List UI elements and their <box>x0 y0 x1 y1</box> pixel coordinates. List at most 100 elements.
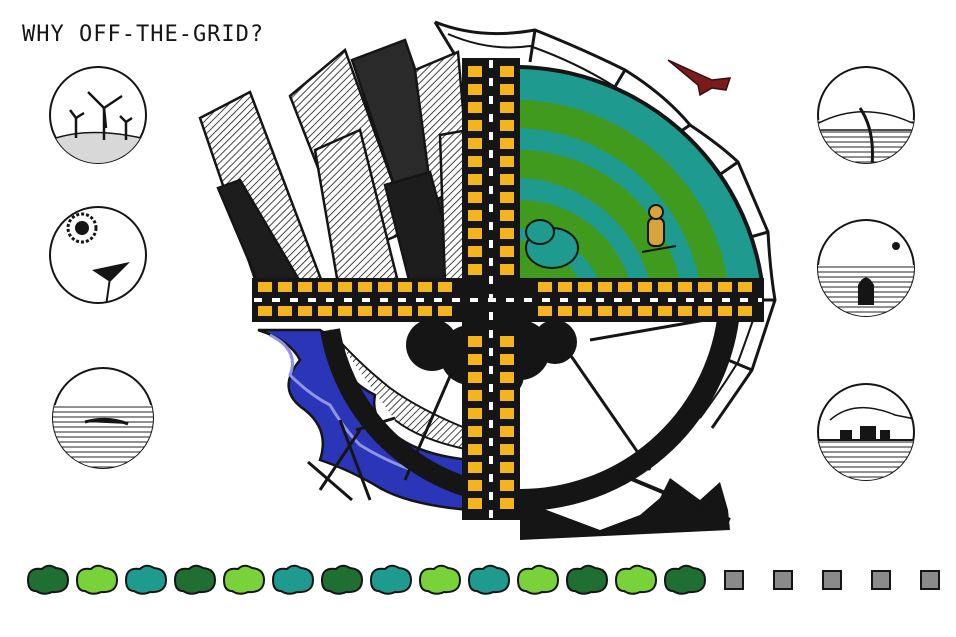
road-tile <box>258 282 272 292</box>
road-tile <box>658 282 672 292</box>
color-blob <box>467 564 511 595</box>
road-tile <box>468 480 482 491</box>
road-tile <box>500 138 514 149</box>
road-tile <box>468 336 482 347</box>
green-field-quadrant <box>519 67 762 283</box>
road-tile <box>558 306 572 316</box>
color-blob <box>271 564 315 595</box>
road-tile <box>398 306 412 316</box>
road-tile <box>358 282 372 292</box>
road-tile <box>468 192 482 203</box>
road-tile <box>500 390 514 401</box>
road-tile <box>468 462 482 473</box>
road-tile <box>468 138 482 149</box>
road-tile <box>468 84 482 95</box>
road-tile <box>278 282 292 292</box>
vignette-sea <box>52 367 154 469</box>
road-tile <box>500 120 514 131</box>
road-tile <box>278 306 292 316</box>
road-tile <box>298 306 312 316</box>
road-tile <box>738 306 752 316</box>
road-tile <box>500 336 514 347</box>
road-tile <box>398 282 412 292</box>
color-blob <box>173 564 217 595</box>
road-tile <box>718 306 732 316</box>
color-blob <box>614 564 658 595</box>
road-tile <box>468 264 482 275</box>
road-tile <box>468 102 482 113</box>
color-blob <box>565 564 609 595</box>
person-figure <box>641 204 677 253</box>
road-tile <box>468 174 482 185</box>
road-tile <box>500 408 514 419</box>
road-tile <box>578 306 592 316</box>
road-tile <box>358 306 372 316</box>
crossroads <box>252 58 764 520</box>
road-tile <box>500 444 514 455</box>
road-tile <box>468 156 482 167</box>
road-tile <box>468 210 482 221</box>
gray-square <box>724 570 744 590</box>
sun-and-sail-icon <box>66 212 130 303</box>
road-tile <box>618 306 632 316</box>
road-tile <box>500 246 514 257</box>
road-tile <box>538 306 552 316</box>
road-tile <box>698 282 712 292</box>
road-tile <box>500 228 514 239</box>
road-tile <box>500 84 514 95</box>
road-tile <box>718 282 732 292</box>
road-tile <box>338 282 352 292</box>
road-tile <box>658 306 672 316</box>
road-tile <box>468 66 482 77</box>
road-tile <box>500 66 514 77</box>
bottom-city-silhouette <box>520 468 731 540</box>
road-tile <box>500 426 514 437</box>
road-tile <box>418 306 432 316</box>
road-tile <box>500 372 514 383</box>
sea-horizon-icon <box>53 405 153 468</box>
gray-square <box>822 570 842 590</box>
road-tile <box>418 282 432 292</box>
road-tile <box>678 282 692 292</box>
vignette-buildings <box>817 383 915 481</box>
road-tile <box>500 354 514 365</box>
gray-square <box>871 570 891 590</box>
road-tile <box>558 282 572 292</box>
road-tile <box>468 354 482 365</box>
road-tile <box>468 426 482 437</box>
road-tile <box>338 306 352 316</box>
vignette-hill-path <box>817 66 915 164</box>
road-tile <box>500 192 514 203</box>
road-tile <box>500 210 514 221</box>
road-tile <box>738 282 752 292</box>
road-tile <box>468 498 482 509</box>
road-tile <box>500 462 514 473</box>
color-blob <box>369 564 413 595</box>
vignette-sun-sail <box>49 206 147 304</box>
road-tile <box>638 306 652 316</box>
road-tile <box>468 120 482 131</box>
city-skyscrapers <box>198 38 472 294</box>
road-tile <box>468 444 482 455</box>
road-tile <box>618 282 632 292</box>
road-tile <box>500 498 514 509</box>
road-tile <box>598 306 612 316</box>
road-tile <box>468 372 482 383</box>
road-tile <box>500 102 514 113</box>
road-tile <box>318 282 332 292</box>
road-tile <box>468 408 482 419</box>
road-tile <box>678 306 692 316</box>
vignette-wind-turbines <box>49 66 147 164</box>
page-title: WHY OFF-THE-GRID? <box>22 22 265 47</box>
road-tile <box>438 282 452 292</box>
color-blob <box>418 564 462 595</box>
road-tile <box>318 306 332 316</box>
road-tile <box>638 282 652 292</box>
wheel-ring <box>320 318 739 512</box>
road-tile <box>258 306 272 316</box>
road-tile <box>298 282 312 292</box>
vignette-moon-stone <box>817 219 915 317</box>
road-tile <box>578 282 592 292</box>
road-tile <box>500 174 514 185</box>
